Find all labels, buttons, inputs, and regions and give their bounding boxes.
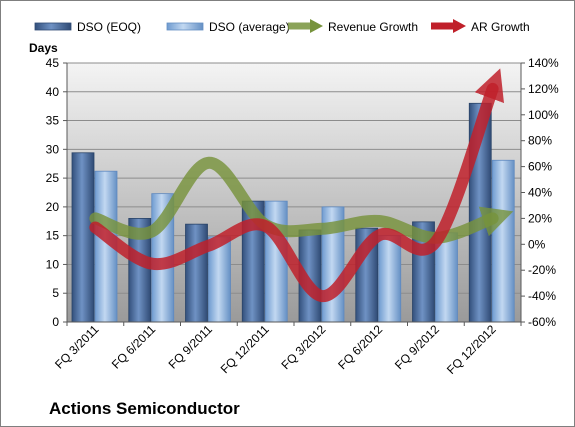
right-tick-label: -60% bbox=[528, 315, 556, 329]
right-tick-label: 40% bbox=[528, 186, 552, 200]
right-tick-label: 0% bbox=[528, 237, 546, 251]
category-label: FQ 9/2011 bbox=[166, 322, 216, 372]
legend-arrow-ar-growth-icon bbox=[453, 19, 466, 33]
legend-swatch-dso-eoq bbox=[34, 22, 72, 31]
left-tick-label: 35 bbox=[46, 114, 60, 128]
right-tick-label: -20% bbox=[528, 263, 556, 277]
legend-label-dso-eoq: DSO (EOQ) bbox=[77, 20, 141, 34]
right-tick-label: 60% bbox=[528, 160, 552, 174]
category-labels: FQ 3/2011 FQ 6/2011 FQ 9/2011 FQ 12/2011 FQ … bbox=[52, 322, 522, 377]
left-tick-label: 30 bbox=[46, 142, 60, 156]
legend-item-dso-eoq: DSO (EOQ) bbox=[34, 20, 141, 34]
legend-label-dso-average: DSO (average) bbox=[209, 20, 290, 34]
category-label: FQ 6/2012 bbox=[335, 322, 385, 372]
right-axis-ticks: -60% -40% -20% 0% 20% 40% 60% 80% 100% 120% 140% bbox=[521, 56, 559, 329]
left-axis-title: Days bbox=[29, 41, 58, 55]
ar-growth-line bbox=[89, 68, 504, 303]
bar-dso-eoq bbox=[71, 152, 95, 323]
legend-item-dso-average: DSO (average) bbox=[166, 20, 290, 34]
category-label: FQ 6/2011 bbox=[109, 322, 159, 372]
left-tick-label: 15 bbox=[46, 229, 60, 243]
left-tick-label: 0 bbox=[52, 315, 59, 329]
category-label: FQ 12/2012 bbox=[444, 322, 499, 377]
left-tick-label: 45 bbox=[46, 56, 60, 70]
legend-label-revenue-growth: Revenue Growth bbox=[328, 20, 418, 34]
legend-item-ar-growth: AR Growth bbox=[431, 19, 530, 34]
left-axis-ticks: 0 5 10 15 20 25 30 35 40 45 bbox=[46, 56, 67, 329]
category-label: FQ 3/2011 bbox=[52, 322, 102, 372]
right-tick-label: -40% bbox=[528, 289, 556, 303]
left-tick-label: 20 bbox=[46, 200, 60, 214]
left-tick-label: 5 bbox=[52, 286, 59, 300]
right-tick-label: 120% bbox=[528, 82, 559, 96]
bar-dso-average bbox=[378, 235, 402, 323]
legend: DSO (EOQ) DSO (average) Revenue Growth A… bbox=[34, 19, 530, 34]
category-label: FQ 3/2012 bbox=[279, 322, 329, 372]
left-tick-label: 40 bbox=[46, 85, 60, 99]
legend-label-ar-growth: AR Growth bbox=[471, 20, 530, 34]
bar-dso-eoq bbox=[185, 223, 208, 323]
legend-swatch-dso-average bbox=[166, 22, 204, 31]
right-tick-label: 20% bbox=[528, 211, 552, 225]
category-label: FQ 12/2011 bbox=[218, 322, 272, 376]
bar-dso-average bbox=[264, 200, 288, 323]
left-tick-label: 25 bbox=[46, 171, 60, 185]
legend-arrow-revenue-growth-icon bbox=[310, 19, 323, 33]
chart-caption: Actions Semiconductor bbox=[49, 399, 240, 418]
right-tick-label: 140% bbox=[528, 56, 559, 70]
bar-dso-average bbox=[491, 159, 515, 323]
growth-lines bbox=[89, 68, 514, 303]
legend-item-revenue-growth: Revenue Growth bbox=[288, 19, 418, 34]
right-tick-label: 80% bbox=[528, 134, 552, 148]
category-label: FQ 9/2012 bbox=[392, 322, 442, 372]
right-tick-label: 100% bbox=[528, 108, 559, 122]
left-tick-label: 10 bbox=[46, 257, 60, 271]
